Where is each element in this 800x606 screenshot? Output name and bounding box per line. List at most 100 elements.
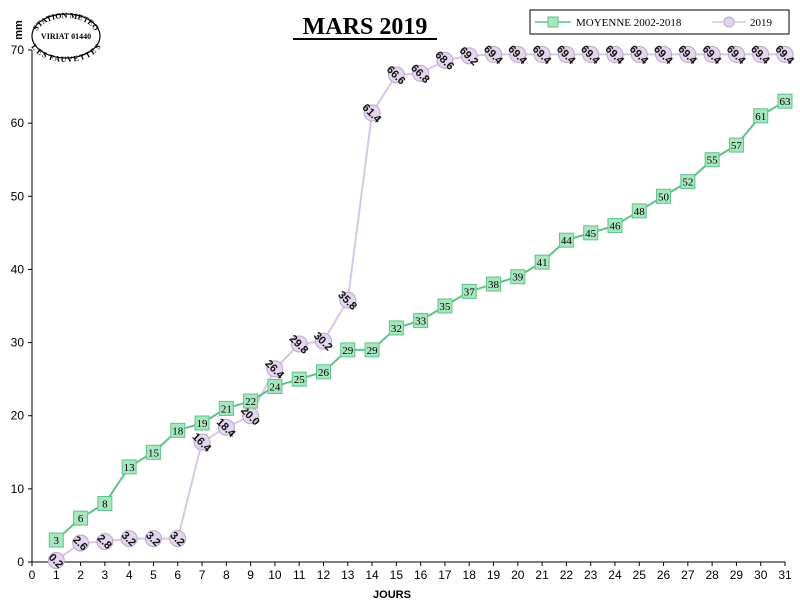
data-point — [413, 313, 429, 329]
data-point — [607, 218, 623, 234]
x-tick-label: 30 — [754, 568, 768, 582]
data-label: 35.8 — [335, 289, 359, 313]
data-label: 45 — [585, 228, 597, 240]
data-point — [630, 45, 648, 63]
x-tick-label: 14 — [365, 568, 379, 582]
x-tick-label: 23 — [584, 568, 598, 582]
series-layer: 0.22.6 2.8 3.2 3.2 3.216.418.4 20.026.429.8 30… — [46, 43, 797, 571]
data-point — [72, 534, 90, 552]
legend-marker-2019 — [723, 16, 735, 28]
y-tick-label: 50 — [11, 189, 25, 203]
data-point — [606, 45, 624, 63]
x-tick-label: 5 — [150, 568, 157, 582]
data-label: 3 — [54, 535, 60, 547]
data-label: 68.6 — [432, 49, 456, 73]
data-point — [728, 137, 744, 153]
x-tick-label: 19 — [487, 568, 501, 582]
x-tick-label: 22 — [560, 568, 574, 582]
data-point — [314, 332, 332, 350]
legend-label-moyenne: MOYENNE 2002-2018 — [576, 17, 682, 29]
x-tick-label: 8 — [223, 568, 230, 582]
data-point — [193, 433, 211, 451]
data-point — [267, 378, 283, 394]
x-axis-label: JOURS — [373, 589, 411, 601]
data-point — [290, 335, 308, 353]
data-point — [557, 45, 575, 63]
x-tick-label: 13 — [341, 568, 355, 582]
x-tick-label: 10 — [268, 568, 282, 582]
data-label: 66.8 — [408, 62, 432, 86]
x-tick-label: 18 — [463, 568, 477, 582]
data-point — [170, 422, 186, 438]
y-tick-label: 30 — [11, 336, 25, 350]
data-label: 69.4 — [578, 43, 602, 67]
data-label: 32 — [391, 323, 402, 335]
data-point — [703, 45, 721, 63]
data-label: 19 — [197, 418, 209, 430]
data-label: 29 — [342, 345, 354, 357]
y-tick-label: 70 — [11, 43, 25, 57]
data-point — [437, 298, 453, 314]
station-stamp: STATION METEO VIRIAT 01440 LES FAUVETTES — [29, 11, 102, 64]
x-tick-label: 0 — [29, 568, 36, 582]
x-tick-label: 26 — [657, 568, 671, 582]
data-label: 18.4 — [214, 416, 238, 440]
data-point — [777, 93, 793, 109]
series-2019: 0.22.6 2.8 3.2 3.2 3.216.418.4 20.026.429.8 30… — [46, 43, 797, 571]
x-tick-label: 25 — [633, 568, 647, 582]
data-point — [485, 45, 503, 63]
data-label: 69.4 — [724, 43, 748, 67]
data-point — [96, 533, 114, 551]
chart-title: MARS 2019 — [303, 14, 428, 40]
data-point — [583, 225, 599, 241]
series-line — [55, 53, 785, 562]
data-point — [144, 530, 162, 548]
data-point — [533, 45, 551, 63]
data-label: 38 — [488, 279, 500, 291]
x-tick-label: 7 — [199, 568, 206, 582]
data-point — [753, 108, 769, 124]
data-point — [340, 342, 356, 358]
data-point — [388, 320, 404, 336]
data-point — [509, 45, 527, 63]
data-label: 2.6 — [70, 534, 89, 553]
x-tick-label: 9 — [247, 568, 254, 582]
x-tick-label: 31 — [778, 568, 792, 582]
data-label: 29 — [367, 345, 379, 357]
data-point — [412, 64, 430, 82]
data-point — [436, 51, 454, 69]
data-label: 69.4 — [700, 43, 724, 67]
data-point — [169, 530, 187, 548]
x-tick-label: 20 — [511, 568, 525, 582]
data-point — [534, 254, 550, 270]
data-label: 69.4 — [627, 43, 651, 67]
x-tick-label: 24 — [608, 568, 622, 582]
x-tick-label: 6 — [174, 568, 181, 582]
data-label: 25 — [294, 374, 306, 386]
data-point — [680, 174, 696, 190]
data-label: 69.2 — [457, 45, 481, 69]
data-label: 0.2 — [46, 552, 65, 571]
data-point — [655, 45, 673, 63]
data-label: 66.6 — [384, 64, 408, 88]
stamp-ring — [31, 13, 101, 59]
data-point — [776, 45, 794, 63]
data-label: 69.4 — [651, 43, 675, 67]
x-tick-label: 21 — [535, 568, 549, 582]
data-point — [217, 418, 235, 436]
data-label: 44 — [561, 235, 573, 247]
data-label: 30.2 — [311, 330, 335, 354]
data-point — [486, 276, 502, 292]
legend: MOYENNE 2002-2018 2019 — [529, 9, 790, 35]
data-label: 3.2 — [167, 530, 186, 549]
data-label: 2.8 — [95, 533, 114, 552]
data-point — [582, 45, 600, 63]
data-label: 3.2 — [119, 530, 138, 549]
data-label: 13 — [124, 462, 136, 474]
data-point — [363, 104, 381, 122]
y-tick-label: 20 — [11, 409, 25, 423]
data-label: 3.2 — [143, 530, 162, 549]
data-point — [48, 532, 64, 548]
